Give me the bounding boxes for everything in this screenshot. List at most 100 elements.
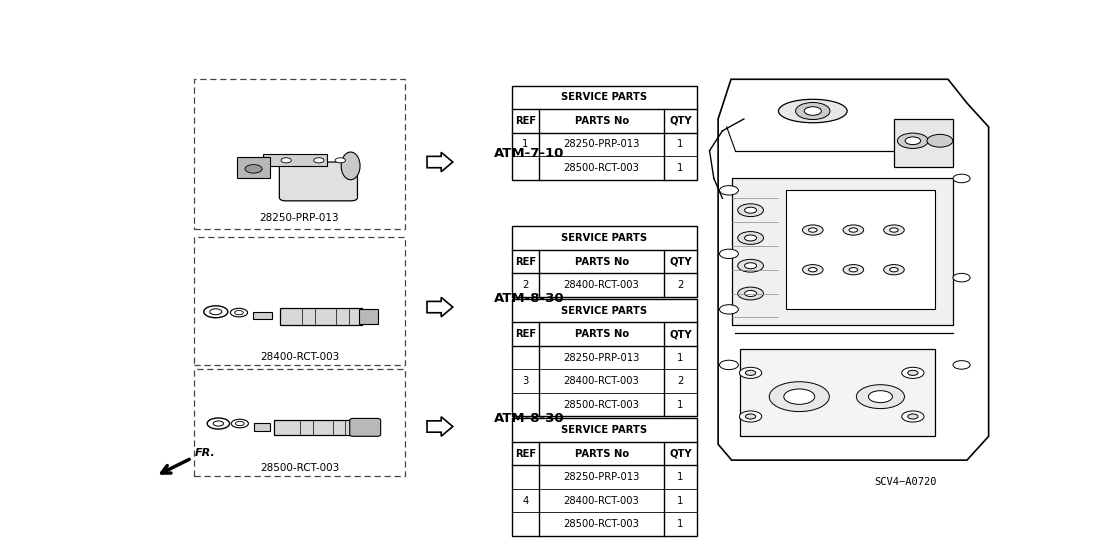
Text: 28400-RCT-003: 28400-RCT-003	[260, 352, 339, 362]
Circle shape	[856, 384, 904, 409]
Bar	[194, 370, 404, 476]
Circle shape	[849, 228, 858, 232]
Bar	[359, 309, 378, 324]
Circle shape	[927, 135, 953, 147]
Circle shape	[281, 158, 291, 163]
Circle shape	[907, 414, 919, 419]
Text: 4: 4	[522, 495, 529, 506]
Text: ATM-7-10: ATM-7-10	[494, 147, 564, 161]
Circle shape	[843, 265, 863, 275]
Bar	[255, 423, 270, 431]
Text: 1: 1	[677, 399, 684, 409]
FancyBboxPatch shape	[279, 162, 358, 201]
Circle shape	[907, 370, 919, 376]
Text: FR.: FR.	[195, 448, 216, 458]
Circle shape	[809, 268, 817, 272]
Circle shape	[843, 225, 863, 235]
Text: 28400-RCT-003: 28400-RCT-003	[564, 280, 639, 290]
Text: PARTS No: PARTS No	[575, 116, 628, 126]
Text: 1: 1	[677, 495, 684, 506]
Text: SERVICE PARTS: SERVICE PARTS	[562, 233, 647, 243]
Text: 1: 1	[677, 519, 684, 529]
Circle shape	[739, 411, 761, 422]
Bar	[237, 157, 270, 178]
Circle shape	[809, 228, 817, 232]
Circle shape	[745, 235, 757, 241]
Circle shape	[890, 228, 899, 232]
Circle shape	[869, 391, 892, 403]
Circle shape	[738, 287, 763, 300]
Text: QTY: QTY	[669, 257, 691, 266]
Bar	[894, 119, 954, 167]
Bar	[274, 420, 356, 435]
Text: REF: REF	[515, 449, 536, 459]
Text: 28400-RCT-003: 28400-RCT-003	[564, 495, 639, 506]
Text: 28500-RCT-003: 28500-RCT-003	[564, 519, 639, 529]
Circle shape	[953, 273, 971, 282]
Circle shape	[802, 225, 823, 235]
Circle shape	[769, 382, 829, 412]
Circle shape	[953, 361, 971, 369]
Polygon shape	[427, 297, 453, 317]
Circle shape	[738, 204, 763, 217]
Circle shape	[783, 389, 814, 404]
Bar	[280, 309, 361, 325]
Text: PARTS No: PARTS No	[575, 257, 628, 266]
Circle shape	[953, 174, 971, 183]
Text: ATM-8-30: ATM-8-30	[494, 293, 564, 305]
Text: 28500-RCT-003: 28500-RCT-003	[564, 163, 639, 173]
Circle shape	[746, 370, 756, 376]
Text: SERVICE PARTS: SERVICE PARTS	[562, 93, 647, 102]
Bar	[512, 418, 697, 536]
Circle shape	[905, 137, 921, 145]
Text: 28500-RCT-003: 28500-RCT-003	[564, 399, 639, 409]
Circle shape	[884, 225, 904, 235]
Text: REF: REF	[515, 257, 536, 266]
Circle shape	[902, 411, 924, 422]
Text: 1: 1	[677, 472, 684, 482]
Polygon shape	[427, 152, 453, 172]
Text: QTY: QTY	[669, 329, 691, 339]
Text: 28250-PRP-013: 28250-PRP-013	[563, 139, 639, 150]
Text: QTY: QTY	[669, 116, 691, 126]
Text: REF: REF	[515, 329, 536, 339]
Circle shape	[719, 360, 738, 370]
Text: 1: 1	[677, 139, 684, 150]
Circle shape	[884, 265, 904, 275]
Text: SERVICE PARTS: SERVICE PARTS	[562, 425, 647, 435]
Circle shape	[738, 259, 763, 272]
Bar	[731, 178, 954, 325]
Text: QTY: QTY	[669, 449, 691, 459]
Text: ATM-8-30: ATM-8-30	[494, 412, 564, 425]
Text: 2: 2	[522, 280, 529, 290]
Bar	[786, 191, 934, 309]
Ellipse shape	[779, 99, 848, 123]
Circle shape	[902, 367, 924, 378]
Circle shape	[745, 290, 757, 296]
Text: 28250-PRP-013: 28250-PRP-013	[563, 472, 639, 482]
Text: PARTS No: PARTS No	[575, 449, 628, 459]
Bar	[512, 299, 697, 416]
Text: 28250-PRP-013: 28250-PRP-013	[563, 352, 639, 363]
Circle shape	[746, 414, 756, 419]
Text: SCV4−A0720: SCV4−A0720	[874, 478, 936, 488]
Circle shape	[719, 249, 738, 259]
Text: 28250-PRP-013: 28250-PRP-013	[259, 213, 339, 223]
Circle shape	[745, 207, 757, 213]
Circle shape	[796, 102, 830, 120]
Bar	[194, 79, 404, 229]
Text: 28400-RCT-003: 28400-RCT-003	[564, 376, 639, 386]
Bar	[512, 227, 697, 297]
Circle shape	[314, 158, 324, 163]
Bar	[263, 155, 328, 166]
Bar	[512, 86, 697, 179]
Text: SERVICE PARTS: SERVICE PARTS	[562, 306, 647, 316]
Circle shape	[849, 268, 858, 272]
Polygon shape	[427, 417, 453, 436]
Text: 1: 1	[677, 163, 684, 173]
Circle shape	[245, 165, 263, 173]
Circle shape	[745, 263, 757, 269]
Circle shape	[739, 367, 761, 378]
Text: 28500-RCT-003: 28500-RCT-003	[260, 463, 339, 473]
Circle shape	[335, 158, 346, 163]
